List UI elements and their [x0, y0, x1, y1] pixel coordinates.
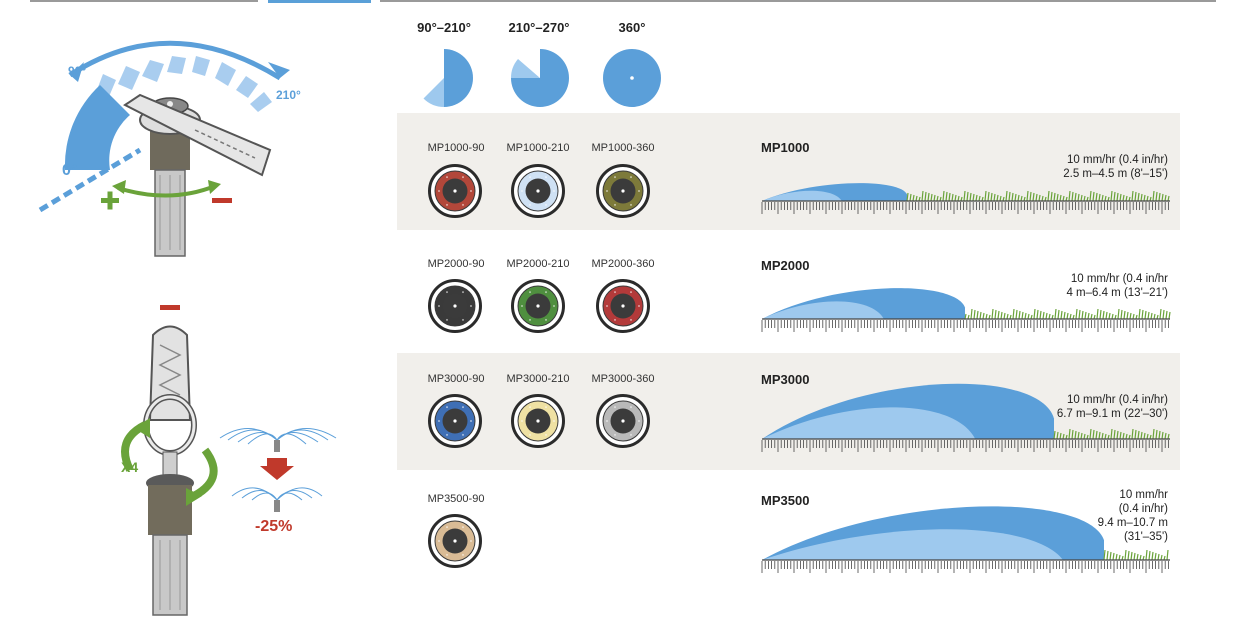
rate-info: 10 mm/hr (0.4 in/hr 4 m–6.4 m (13'–21'): [1066, 273, 1168, 299]
partial-arc-icon: [423, 49, 473, 107]
series-title: MP2000: [761, 258, 810, 273]
model-label: MP1000-360: [591, 142, 655, 154]
arc-option-label: 90°–210°: [417, 20, 471, 35]
rate-info: 10 mm/hr (0.4 in/hr) 6.7 m–9.1 m (22'–30…: [1056, 394, 1168, 420]
model-label: MP2000-360: [591, 258, 655, 270]
model-label: MP3000-210: [506, 373, 570, 385]
reduction-label: -25%: [255, 518, 293, 535]
arc-option-label: 210°–270°: [508, 20, 570, 35]
nozzle-icon: [428, 164, 482, 218]
nozzle-icon: [596, 279, 650, 333]
nozzle-icon: [511, 164, 565, 218]
rate-info: 10 mm/hr (0.4 in/hr) 9.4 m–10.7 m (31'–3…: [1097, 489, 1168, 543]
spray-profile: [761, 288, 1171, 332]
rate-info: 10 mm/hr (0.4 in/hr) 2.5 m–4.5 m (8'–15'…: [1063, 154, 1168, 180]
model-label: MP3000-90: [427, 373, 485, 385]
arc-option-label: 360°: [618, 20, 646, 35]
angle-max-label: 210°: [276, 88, 301, 102]
turns-label: X4: [121, 459, 139, 475]
wide-arc-icon: [510, 49, 569, 107]
full-circle-icon: [603, 49, 661, 107]
series-title: MP1000: [761, 140, 810, 155]
nozzle-icon: [428, 514, 482, 568]
model-label: MP3500-90: [427, 493, 485, 505]
nozzle-icon: [428, 279, 482, 333]
model-label: MP1000-90: [427, 142, 485, 154]
angle-min-label: 90°: [68, 64, 87, 78]
adjustment-illustration: [38, 40, 337, 616]
model-label: MP1000-210: [506, 142, 570, 154]
nozzle-icon: [428, 394, 482, 448]
model-label: MP2000-210: [506, 258, 570, 270]
model-label: MP2000-90: [427, 258, 485, 270]
nozzle-icon: [596, 164, 650, 218]
spray-profile: [761, 383, 1170, 452]
angle-zero-label: 0°: [62, 162, 78, 179]
arc-adjust-illustration: [38, 40, 290, 257]
model-label: MP3000-360: [591, 373, 655, 385]
spray-profile: [761, 183, 1170, 214]
series-title: MP3500: [761, 493, 810, 508]
radius-adjust-illustration: [121, 305, 337, 616]
top-tab-indicator: [268, 0, 371, 3]
spray-profile: [761, 506, 1170, 573]
nozzle-icon: [596, 394, 650, 448]
series-title: MP3000: [761, 372, 810, 387]
nozzle-icon: [511, 394, 565, 448]
nozzle-icon: [511, 279, 565, 333]
top-divider-left: [30, 0, 258, 2]
top-divider-right: [380, 0, 1216, 2]
